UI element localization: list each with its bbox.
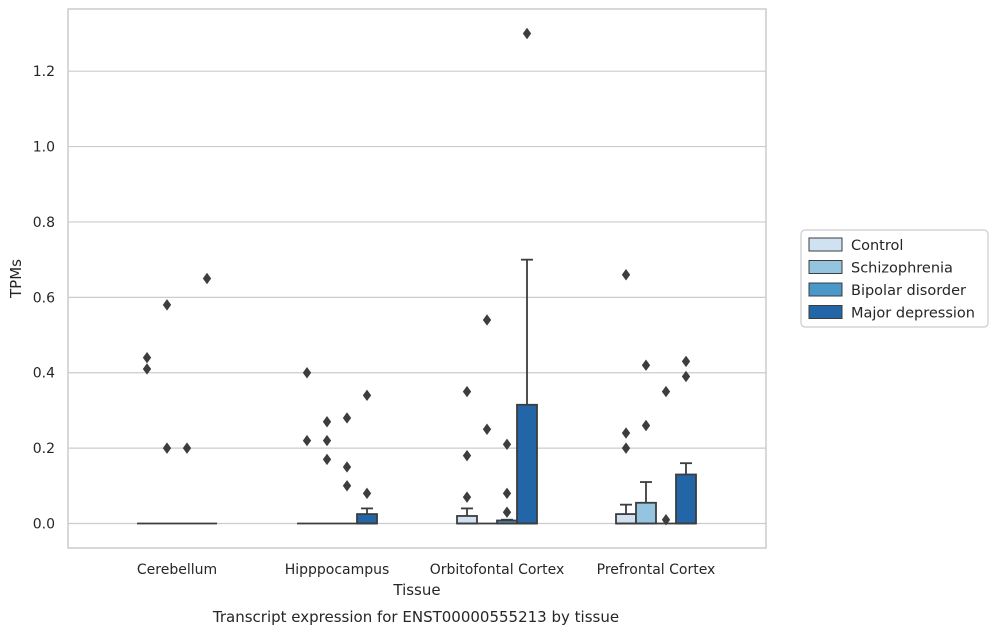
box-rect bbox=[456, 515, 478, 525]
outlier-point bbox=[681, 355, 691, 368]
legend-swatch bbox=[808, 282, 843, 297]
box-schizophrenia bbox=[317, 416, 337, 525]
outlier-point bbox=[302, 367, 312, 379]
box-major-depression bbox=[516, 27, 538, 525]
y-tick-label: 0.8 bbox=[33, 215, 55, 231]
outlier-point bbox=[502, 487, 512, 500]
box-control bbox=[456, 385, 478, 525]
box-rect bbox=[615, 513, 637, 525]
outlier-point bbox=[362, 487, 372, 500]
x-axis-label: Tissue bbox=[392, 581, 440, 599]
outlier-point bbox=[182, 442, 192, 454]
box-major-depression bbox=[356, 389, 378, 525]
box-major-depression bbox=[197, 272, 217, 525]
y-axis-ticks: 0.0 0.2 0.4 0.6 0.8 1.0 1.2 bbox=[33, 64, 55, 532]
x-tick-label: Orbitofontal Cortex bbox=[430, 562, 565, 578]
outlier-point bbox=[621, 269, 631, 281]
box-bipolar-disorder bbox=[177, 442, 197, 525]
outlier-point bbox=[661, 385, 671, 398]
legend-label: Schizophrenia bbox=[851, 261, 953, 277]
legend-swatch bbox=[808, 260, 843, 274]
outlier-point bbox=[362, 389, 372, 402]
outlier-point bbox=[162, 442, 172, 454]
box-schizophrenia bbox=[157, 299, 177, 525]
outlier-point bbox=[482, 314, 492, 326]
y-tick-label: 0.4 bbox=[33, 366, 55, 382]
box-control bbox=[615, 269, 637, 525]
outlier-point bbox=[342, 412, 352, 424]
outlier-point bbox=[202, 272, 212, 285]
outlier-point bbox=[162, 299, 172, 311]
legend-label: Bipolar disorder bbox=[851, 283, 966, 299]
outlier-point bbox=[142, 363, 152, 375]
box-series bbox=[137, 27, 697, 526]
outlier-point bbox=[681, 370, 691, 383]
outlier-point bbox=[462, 491, 472, 503]
x-tick-label: Hipppocampus bbox=[285, 562, 390, 578]
box-schizophrenia bbox=[635, 359, 657, 525]
box-bipolar-disorder bbox=[496, 438, 518, 525]
outlier-point bbox=[522, 27, 532, 40]
plot-frame bbox=[67, 8, 767, 549]
box-rect bbox=[356, 513, 378, 525]
chart-caption: Transcript expression for ENST0000055521… bbox=[212, 608, 619, 626]
y-tick-label: 0.0 bbox=[33, 517, 55, 533]
box-rect bbox=[675, 473, 697, 525]
legend-swatch bbox=[808, 305, 843, 319]
box-bipolar-disorder bbox=[656, 385, 676, 526]
legend-frame bbox=[800, 229, 989, 328]
outlier-point bbox=[342, 461, 352, 473]
y-tick-label: 0.6 bbox=[33, 290, 55, 306]
x-axis-ticks: Cerebellum Hipppocampus Orbitofontal Corte… bbox=[137, 562, 715, 578]
legend: Control Schizophrenia Bipolar disorder Majo… bbox=[800, 229, 989, 328]
outlier-point bbox=[502, 438, 512, 451]
outlier-point bbox=[322, 434, 332, 447]
x-tick-label: Cerebellum bbox=[137, 562, 217, 578]
legend-label: Major depression bbox=[851, 306, 975, 322]
outlier-point bbox=[142, 351, 152, 364]
box-schizophrenia bbox=[477, 314, 497, 525]
outlier-point bbox=[462, 385, 472, 398]
box-major-depression bbox=[675, 355, 697, 525]
box-rect bbox=[516, 403, 538, 525]
outlier-point bbox=[621, 427, 631, 439]
box-bipolar-disorder bbox=[337, 412, 357, 525]
outlier-point bbox=[621, 442, 631, 454]
outlier-point bbox=[641, 359, 651, 371]
outlier-point bbox=[641, 419, 651, 432]
y-tick-label: 1.2 bbox=[33, 64, 55, 80]
box-control bbox=[137, 351, 157, 525]
x-tick-label: Prefrontal Cortex bbox=[597, 562, 716, 578]
y-tick-label: 0.2 bbox=[33, 441, 55, 457]
legend-label: Control bbox=[851, 238, 903, 254]
y-axis-label: TPMs bbox=[7, 259, 25, 299]
outlier-point bbox=[302, 434, 312, 447]
grid-lines bbox=[68, 70, 766, 525]
outlier-point bbox=[462, 449, 472, 462]
box-rect bbox=[635, 501, 657, 525]
legend-swatch bbox=[808, 237, 843, 252]
outlier-point bbox=[322, 453, 332, 466]
outlier-point bbox=[482, 423, 492, 435]
box-control bbox=[297, 367, 317, 525]
outlier-point bbox=[342, 480, 352, 492]
outlier-point bbox=[322, 416, 332, 428]
y-tick-label: 1.0 bbox=[33, 140, 55, 156]
outlier-point bbox=[661, 514, 671, 526]
outlier-point bbox=[502, 506, 512, 518]
